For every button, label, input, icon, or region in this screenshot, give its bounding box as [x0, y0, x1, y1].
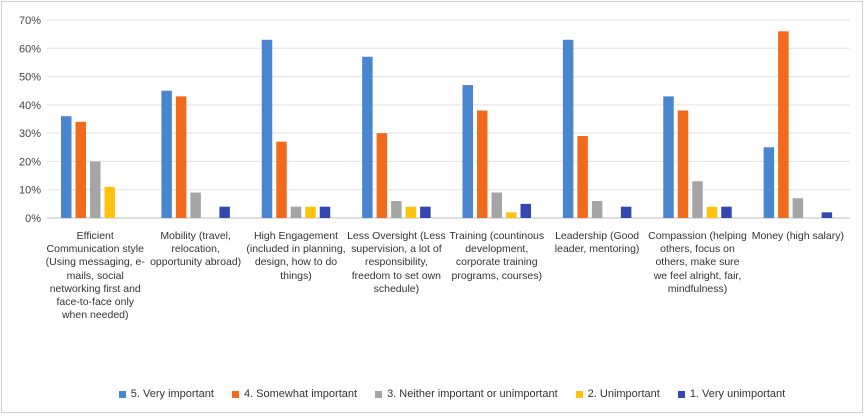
bar [520, 203, 531, 218]
category-label: Leadership (Good leader, mentoring) [554, 230, 640, 256]
y-tick-label: 60% [19, 43, 41, 55]
legend-swatch [118, 390, 126, 398]
bar [778, 31, 789, 218]
category-label: Mobility (travel, relocation, opportunit… [150, 230, 242, 269]
bar [261, 39, 273, 218]
bar [692, 181, 703, 218]
bar [319, 206, 331, 218]
bar [90, 161, 101, 218]
bar [721, 206, 732, 218]
bar [577, 135, 588, 218]
category-label: Efficient Communication style (Using mes… [45, 230, 145, 322]
legend-item: 5. Very important [118, 386, 214, 402]
legend-label: 5. Very important [130, 388, 214, 400]
legend-item: 2. Unimportant [575, 386, 660, 402]
legend: 5. Very important 4. Somewhat important 3.… [62, 386, 842, 402]
legend-item: 1. Very unimportant [677, 386, 786, 402]
y-tick-label: 50% [19, 72, 41, 84]
bar [763, 147, 775, 218]
y-tick-label: 30% [19, 128, 41, 140]
legend-swatch [231, 390, 239, 398]
category-label: Less Oversight (Less supervision, a lot … [347, 230, 446, 295]
bar [506, 212, 517, 218]
y-tick-label: 20% [19, 156, 41, 168]
bar [420, 206, 431, 218]
legend-swatch [677, 390, 685, 398]
bar [391, 201, 402, 218]
bar [663, 96, 674, 218]
bar [821, 212, 833, 218]
legend-item: 3. Neither important or unimportant [375, 386, 558, 402]
legend-swatch [575, 390, 583, 398]
bar [305, 206, 316, 218]
y-tick-label: 10% [19, 185, 41, 197]
bar [376, 133, 388, 218]
y-tick-label: 70% [19, 15, 41, 27]
bar [75, 121, 86, 218]
bar [491, 192, 502, 218]
bar [677, 110, 689, 218]
category-label: Training (countinous development, corpor… [449, 230, 545, 282]
bar [219, 206, 230, 218]
legend-label: 2. Unimportant [587, 388, 660, 400]
category-label: High Engagement (included in planning, d… [246, 230, 346, 282]
y-tick-label: 0% [25, 213, 41, 225]
y-tick-label: 40% [19, 100, 41, 112]
bar [591, 201, 603, 218]
legend-label: 4. Somewhat important [243, 388, 358, 400]
legend-swatch [375, 390, 383, 398]
category-label: Compassion (helping others, focus on oth… [648, 230, 747, 295]
bar [620, 206, 632, 218]
bar [161, 90, 172, 218]
bar [562, 39, 574, 218]
bar [276, 141, 287, 218]
category-label: Money (high salary) [751, 230, 844, 242]
bar [290, 206, 302, 218]
bars [61, 31, 833, 219]
legend-label: 3. Neither important or unimportant [387, 388, 558, 400]
bar [175, 96, 187, 218]
bar [190, 192, 201, 218]
bar [477, 110, 488, 218]
bar [104, 186, 115, 218]
bar [405, 206, 417, 218]
bar [362, 56, 373, 219]
legend-label: 1. Very unimportant [689, 388, 786, 400]
bar [462, 85, 473, 218]
bar [61, 116, 72, 218]
y-axis-ticks: 0% 10% 20% 30% 40% 50% 60% 70% [19, 15, 41, 225]
bar [792, 198, 804, 218]
bar [706, 206, 718, 218]
legend-item: 4. Somewhat important [231, 386, 358, 402]
